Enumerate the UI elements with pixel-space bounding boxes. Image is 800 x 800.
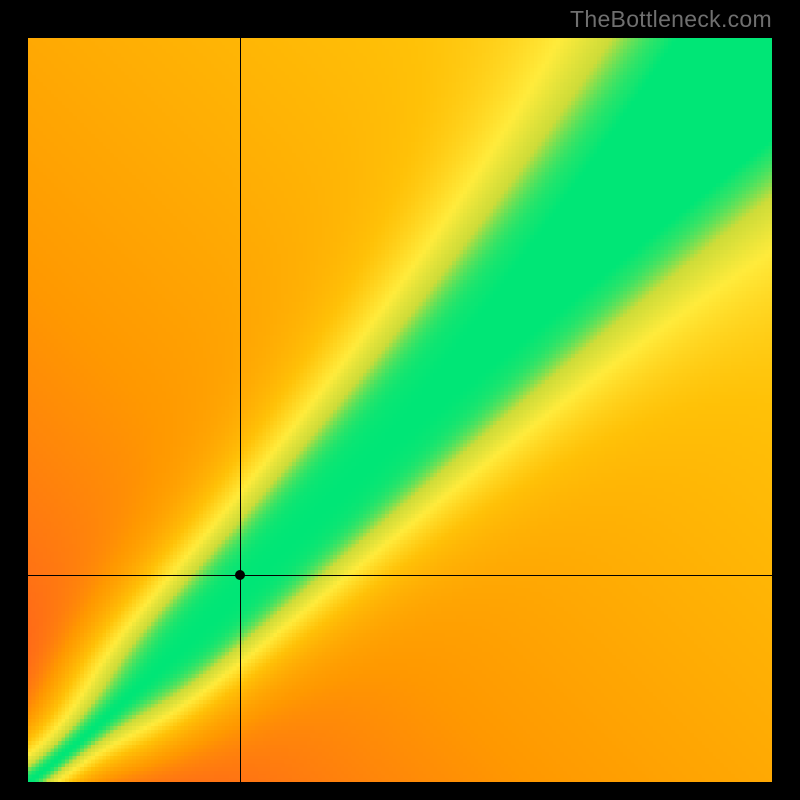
watermark-text: TheBottleneck.com (570, 6, 772, 33)
chart-container: TheBottleneck.com (0, 0, 800, 800)
crosshair-horizontal-line (28, 575, 772, 576)
crosshair-vertical-line (240, 38, 241, 782)
bottleneck-heatmap (28, 38, 772, 782)
